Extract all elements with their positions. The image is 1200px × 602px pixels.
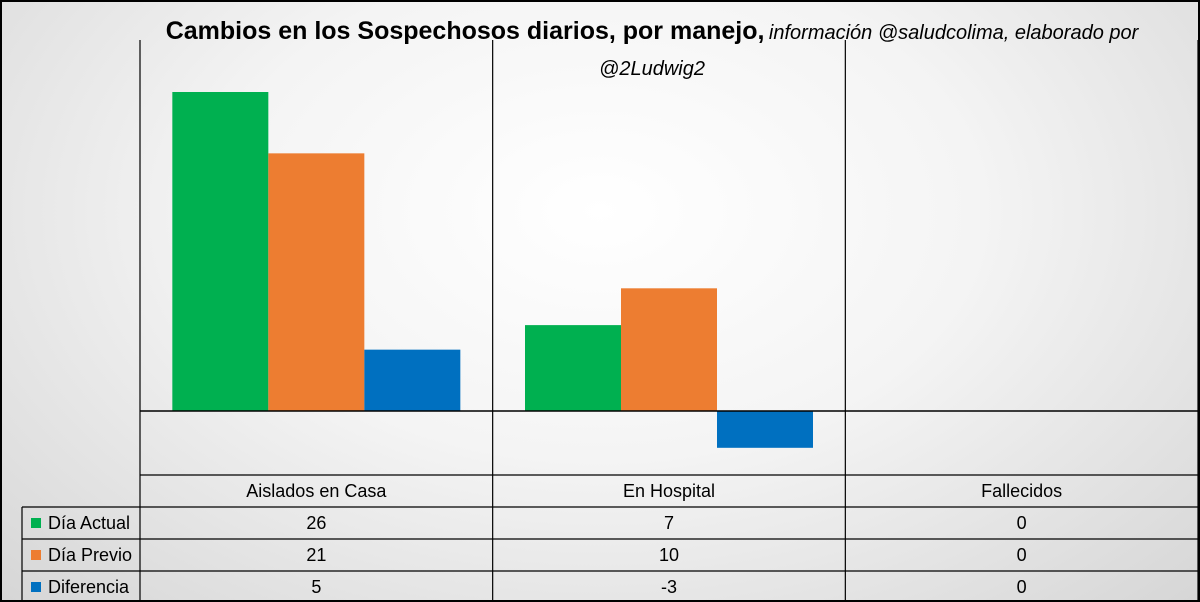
legend-key	[31, 550, 41, 560]
bar	[364, 349, 461, 411]
category-label: Aislados en Casa	[246, 481, 387, 501]
bar	[621, 288, 717, 411]
bar	[268, 153, 365, 411]
data-value: 0	[1017, 513, 1027, 533]
series-name: Día Actual	[48, 513, 130, 533]
data-value: 26	[306, 513, 326, 533]
category-label: Fallecidos	[981, 481, 1062, 501]
chart-title: Cambios en los Sospechosos diarios, por …	[132, 14, 1172, 88]
series-name: Día Previo	[48, 545, 132, 565]
chart-title-main: Cambios en los Sospechosos diarios, por …	[165, 17, 765, 45]
data-value: 21	[306, 545, 326, 565]
bar	[525, 325, 621, 411]
bar	[172, 92, 269, 411]
data-value: 0	[1017, 545, 1027, 565]
series-name: Diferencia	[48, 577, 130, 597]
data-value: 5	[311, 577, 321, 597]
data-value: 0	[1017, 577, 1027, 597]
data-value: 10	[659, 545, 679, 565]
category-label: En Hospital	[623, 481, 715, 501]
bar	[717, 411, 813, 448]
legend-key	[31, 582, 41, 592]
data-value: -3	[661, 577, 677, 597]
chart-subtitle: información @saludcolima, elaborado por …	[599, 22, 1139, 80]
data-value: 7	[664, 513, 674, 533]
legend-key	[31, 518, 41, 528]
